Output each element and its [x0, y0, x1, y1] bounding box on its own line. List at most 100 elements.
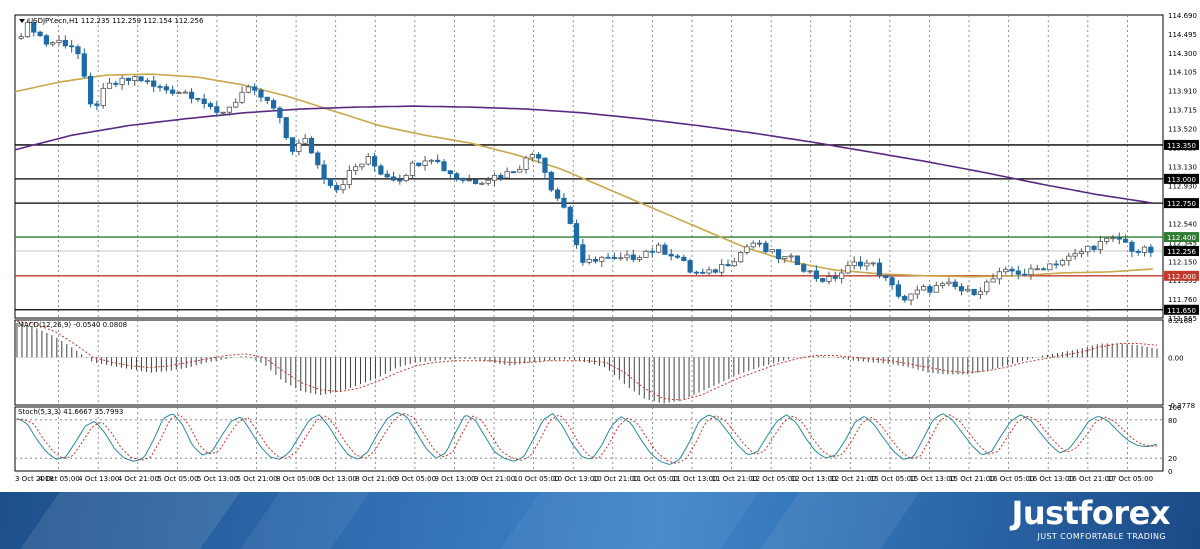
- chart-area: 3 Oct 2018 4 Oct 05:00 4 Oct 13:00 4 Oct 21…: [14, 12, 1199, 483]
- price-scale-label: 111.760: [1168, 296, 1197, 304]
- candle-body: [649, 250, 655, 253]
- time-label: 11 Oct 05:00: [632, 475, 678, 483]
- time-label: 4 Oct 05:00: [39, 475, 80, 483]
- stoch-scale-label: 100: [1168, 404, 1181, 412]
- level-tag: [1164, 270, 1199, 281]
- candle-body: [681, 256, 687, 261]
- candle-body: [1034, 268, 1040, 271]
- price-scale-label: 112.345: [1168, 239, 1197, 247]
- candle-body: [479, 182, 485, 185]
- candle-body: [397, 179, 403, 182]
- level-label: 113.350: [1167, 142, 1196, 150]
- candle-body: [712, 269, 718, 273]
- candle-body: [643, 250, 649, 258]
- macd-scale-label: -0.2778: [1168, 402, 1195, 410]
- candle-body: [416, 162, 422, 166]
- candle-body: [302, 137, 308, 144]
- candle-body: [485, 179, 491, 184]
- candle-body: [624, 254, 630, 259]
- candle-body: [188, 91, 195, 99]
- candle-body: [523, 157, 529, 170]
- candle-body: [599, 256, 605, 262]
- candle-body: [832, 276, 838, 279]
- candle-body: [725, 264, 731, 267]
- candle-body: [801, 264, 807, 272]
- candle-body: [353, 166, 359, 171]
- candle-body: [794, 255, 801, 266]
- candle-body: [756, 242, 763, 245]
- candle-body: [965, 288, 971, 292]
- brand-banner: Justforex JUST COMFORTABLE TRADING: [0, 492, 1200, 549]
- time-label: 11 Oct 21:00: [712, 475, 758, 483]
- current-price-tag: [1164, 246, 1199, 257]
- price-scale-label: 112.930: [1168, 183, 1197, 191]
- candle-body: [990, 278, 996, 283]
- candle-body: [43, 35, 50, 45]
- candle-body: [744, 246, 750, 253]
- candle-body: [264, 96, 270, 101]
- candle-body: [838, 272, 845, 279]
- candle-body: [895, 284, 902, 297]
- chart-header: USDJPY.ecn,H1 112.235 112.259 112.154 11…: [28, 17, 204, 25]
- candle-body: [409, 162, 416, 176]
- candle-body: [782, 256, 788, 260]
- candle-body: [113, 82, 119, 85]
- candle-body: [1072, 253, 1078, 257]
- candle-body: [876, 262, 883, 276]
- time-label: 15 Oct 05:00: [870, 475, 916, 483]
- candle-body: [618, 257, 624, 260]
- stoch-main-line: [16, 412, 1158, 466]
- candle-body: [100, 87, 106, 106]
- candle-body: [359, 163, 365, 168]
- candle-body: [334, 185, 340, 191]
- candle-body: [536, 154, 542, 159]
- candle-body: [201, 98, 207, 105]
- price-scale-label: 112.150: [1168, 258, 1197, 266]
- candle-body: [214, 106, 220, 113]
- candle-body: [390, 176, 397, 181]
- candle-body: [706, 269, 712, 274]
- candle-body: [138, 76, 144, 82]
- time-label: 5 Oct 21:00: [237, 475, 278, 483]
- price-scale-label: 111.565: [1168, 315, 1197, 323]
- candle-body: [270, 100, 277, 109]
- candle-body: [81, 53, 87, 77]
- price-scale-label: 113.910: [1168, 88, 1197, 96]
- candle-body: [719, 264, 725, 273]
- candle-body: [813, 270, 819, 279]
- candle-body: [1059, 260, 1066, 266]
- candle-body: [542, 157, 548, 173]
- candle-body: [62, 39, 68, 47]
- time-label: 16 Oct 05:00: [989, 475, 1035, 483]
- candle-body: [422, 160, 428, 166]
- candle-body: [668, 253, 674, 257]
- candle-body: [340, 184, 346, 191]
- candle-body: [170, 89, 176, 94]
- candle-body: [857, 261, 864, 267]
- candle-body: [24, 22, 31, 38]
- candle-body: [637, 257, 643, 260]
- time-label: 16 Oct 21:00: [1068, 475, 1114, 483]
- candle-body: [1141, 246, 1148, 253]
- candle-body: [132, 76, 138, 81]
- candle-body: [1047, 263, 1053, 271]
- dropdown-triangle-icon: [19, 19, 25, 23]
- candle-body: [233, 101, 239, 108]
- price-scale-label: 113.130: [1168, 163, 1197, 171]
- time-label: 10 Oct 13:00: [553, 475, 599, 483]
- candle-body: [946, 281, 952, 285]
- candle-body: [1129, 241, 1135, 252]
- stoch-signal-line: [17, 412, 1158, 464]
- price-scale-label: 112.540: [1168, 220, 1197, 228]
- time-label: 15 Oct 21:00: [949, 475, 995, 483]
- price-scale-label: 114.690: [1168, 12, 1197, 20]
- price-scale-label: 111.955: [1168, 277, 1197, 285]
- candle-body: [106, 82, 113, 89]
- level-label: 111.650: [1167, 307, 1196, 315]
- time-label: 9 Oct 21:00: [474, 475, 515, 483]
- candle-body: [1122, 238, 1129, 243]
- candle-body: [69, 45, 75, 48]
- candle-body: [428, 159, 434, 162]
- candle-body: [18, 36, 24, 39]
- level-tag: [1164, 198, 1199, 209]
